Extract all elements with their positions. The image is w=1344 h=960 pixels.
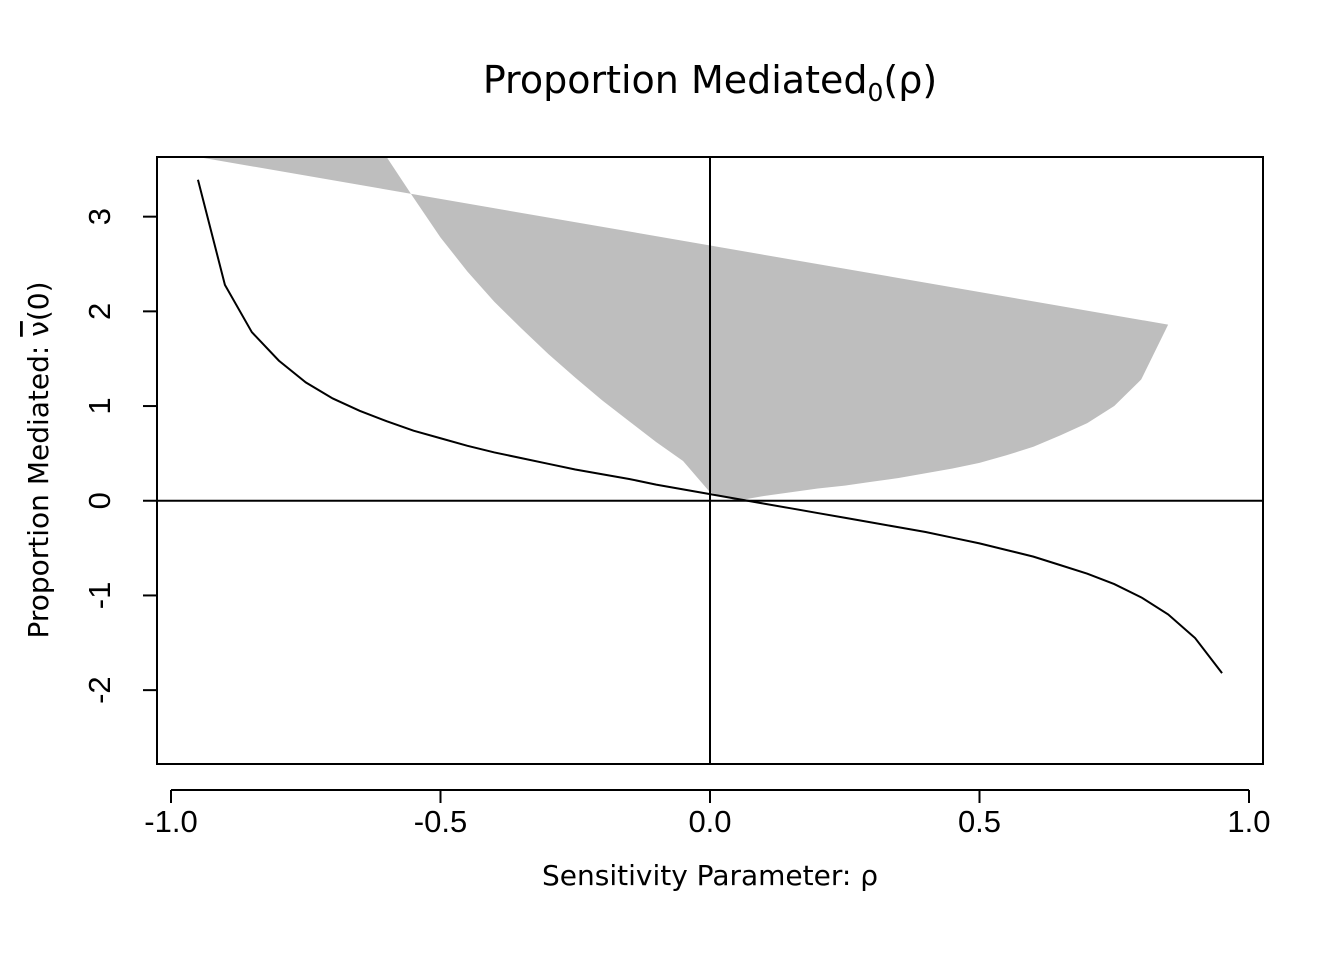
y-axis: -2 -1 0 1 2 3 <box>82 208 158 704</box>
chart-title-subscript: 0 <box>868 78 884 107</box>
chart-title: Proportion Mediated0(ρ) <box>483 58 937 107</box>
y-tick-label: 2 <box>82 303 117 320</box>
x-tick-label: -0.5 <box>414 804 467 839</box>
estimate-line <box>196 179 1223 674</box>
y-tick-label: -1 <box>82 582 117 610</box>
y-tick-label: 3 <box>82 208 117 225</box>
y-axis-label-prefix: Proportion Mediated: <box>22 337 55 639</box>
x-tick-label: 0.5 <box>958 804 1001 839</box>
y-axis-label: Proportion Mediated: ν(0) <box>22 281 55 638</box>
chart-title-suffix: (ρ) <box>883 58 937 102</box>
y-axis-label-symbol: ν <box>22 321 55 337</box>
reference-lines-layer <box>157 157 1263 764</box>
y-tick-label: 1 <box>82 397 117 414</box>
x-tick-label: -1.0 <box>144 804 197 839</box>
x-axis-label: Sensitivity Parameter: ρ <box>542 859 878 892</box>
y-axis-label-suffix: (0) <box>22 281 55 321</box>
estimate-line-layer <box>196 179 1223 674</box>
confidence-band-layer <box>197 157 1169 501</box>
x-axis: -1.0 -0.5 0.0 0.5 1.0 <box>144 789 1271 839</box>
chart-title-main: Proportion Mediated <box>483 58 868 102</box>
confidence-band <box>197 157 1169 501</box>
y-tick-label: -2 <box>82 676 117 704</box>
x-tick-label: 1.0 <box>1227 804 1270 839</box>
x-tick-label: 0.0 <box>688 804 731 839</box>
y-tick-label: 0 <box>82 492 117 509</box>
